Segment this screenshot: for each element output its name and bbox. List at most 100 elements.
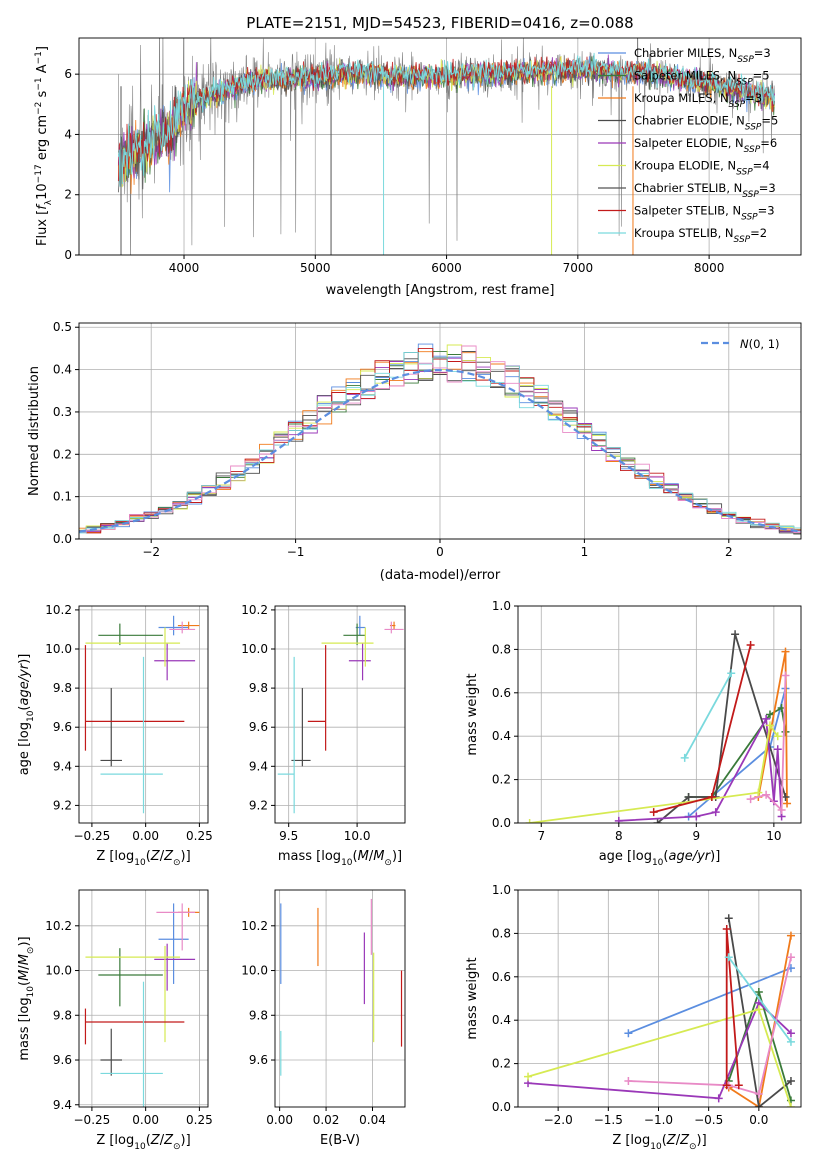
label-part: wavelength [Angstrom, rest frame] (326, 283, 555, 298)
label-part: / (369, 849, 374, 864)
panel-mass-vs-Z: −0.25 0.00 0.259.49.69.810.010.2Z [log10(Z… (17, 889, 213, 1152)
legend-label: Chabrier MILES, NSSP=3 (634, 46, 771, 65)
label-part: ⊙ (26, 947, 36, 955)
label-part: / (676, 1133, 681, 1148)
x-tick-label: 0.0 (749, 1113, 768, 1127)
weight-marker (624, 1076, 633, 1085)
errorbar-point (100, 981, 163, 1107)
label-part: (0, 1) (749, 337, 780, 351)
weight-marker (754, 1089, 763, 1098)
y-tick-label: 0.2 (53, 447, 72, 461)
label-part: )] (710, 849, 720, 864)
label-part: ( (663, 849, 668, 864)
x-tick-label: 0.25 (186, 1113, 213, 1127)
label-part: age [log (17, 722, 32, 775)
x-axis-label: (data-model)/error (380, 568, 501, 583)
weight-marker (754, 1103, 763, 1107)
label-part: Salpeter MILES, N (634, 69, 736, 83)
legend-label: Salpeter MILES, NSSP=5 (634, 69, 770, 88)
y-tick-label: 9.2 (53, 798, 72, 812)
legend-label: Kroupa MILES, NSSP=3 (634, 91, 762, 110)
label-part: Z [log (96, 849, 134, 864)
label-part: 10 (26, 710, 36, 722)
weight-marker (731, 630, 740, 639)
label-part: Kroupa MILES, N (634, 91, 729, 105)
y-tick-label: 0.6 (492, 686, 511, 700)
x-axis-label: E(B-V) (320, 1133, 360, 1148)
label-part: 10 (26, 986, 36, 998)
weight-marker (786, 1076, 795, 1085)
y-tick-label: 0.5 (53, 320, 72, 334)
weight-marker (781, 647, 790, 656)
weight-marker (680, 753, 689, 762)
axes-frame (274, 605, 406, 824)
normal-curve (79, 368, 801, 533)
label-part: M (17, 954, 32, 965)
y-tick-label: 10.0 (241, 964, 268, 978)
errorbar-point (277, 656, 295, 814)
axes-frame (78, 605, 209, 824)
y-tick-label: 0.2 (492, 1057, 511, 1071)
label-part: 10 (134, 858, 146, 868)
label-part: Kroupa ELODIE, N (634, 159, 736, 173)
weight-marker (754, 1005, 763, 1014)
x-tick-label: 7 (537, 829, 545, 843)
weight-marker (746, 795, 755, 804)
weight-marker (754, 788, 763, 797)
y-tick-label: 0.1 (53, 490, 72, 504)
y-tick-label: 9.8 (249, 681, 268, 695)
y-tick-label: 0.8 (492, 642, 511, 656)
legend-label: Salpeter STELIB, NSSP=3 (634, 204, 775, 223)
label-part: Z (163, 1133, 174, 1148)
label-part: ( (146, 849, 151, 864)
model-spectrum (117, 52, 775, 187)
weight-marker (786, 1037, 795, 1046)
y-tick-label: 4 (64, 127, 72, 141)
x-tick-label: 0 (436, 545, 444, 559)
errorbar-point (154, 943, 196, 991)
label-part: )] (17, 654, 32, 664)
label-part: E(B-V) (320, 1133, 360, 1148)
label-part: M (17, 970, 32, 981)
weight-marker (722, 1081, 731, 1090)
label-part: M (373, 849, 384, 864)
panel-age-vs-Z: −0.25 0.00 0.259.29.49.69.810.010.2Z [log1… (17, 603, 213, 868)
label-part: 10 (341, 858, 353, 868)
weight-marker (724, 953, 733, 962)
label-part: N (740, 337, 749, 351)
axes-frame (517, 889, 802, 1108)
x-tick-label: −0.25 (74, 829, 111, 843)
weight-marker (649, 808, 658, 817)
y-tick-label: 0.8 (492, 926, 511, 940)
y-tick-label: 0 (64, 248, 72, 262)
residual-histogram (79, 345, 801, 533)
y-tick-label: 0.6 (492, 970, 511, 984)
label-part: Z (150, 1133, 161, 1148)
weight-marker (762, 790, 771, 799)
label-part: erg cm (35, 115, 50, 164)
errorbar-point (100, 656, 163, 814)
x-tick-label: 0.04 (359, 1113, 386, 1127)
weight-marker (525, 819, 534, 823)
weight-marker (727, 669, 736, 678)
weight-marker (614, 816, 623, 823)
weight-marker (786, 1029, 795, 1038)
y-tick-label: 0.4 (492, 1013, 511, 1027)
label-part: A (35, 64, 50, 77)
weight-series-line (750, 675, 787, 813)
label-part: −2 (34, 102, 44, 115)
axes-frame (517, 605, 802, 824)
y-tick-label: 6 (64, 67, 72, 81)
y-tick-label: 9.4 (249, 759, 268, 773)
x-axis-label: wavelength [Angstrom, rest frame] (326, 283, 555, 298)
errorbar-point (348, 643, 371, 681)
plot-area-age-vs-mass (277, 615, 404, 814)
label-part: Chabrier ELODIE, N (634, 114, 745, 128)
label-part: =6 (760, 136, 777, 150)
errorbar-point (169, 621, 196, 634)
errorbar-point (98, 948, 163, 1007)
weight-marker (624, 1029, 633, 1038)
weight-marker (746, 641, 755, 650)
y-tick-label: 0.0 (492, 1100, 511, 1114)
